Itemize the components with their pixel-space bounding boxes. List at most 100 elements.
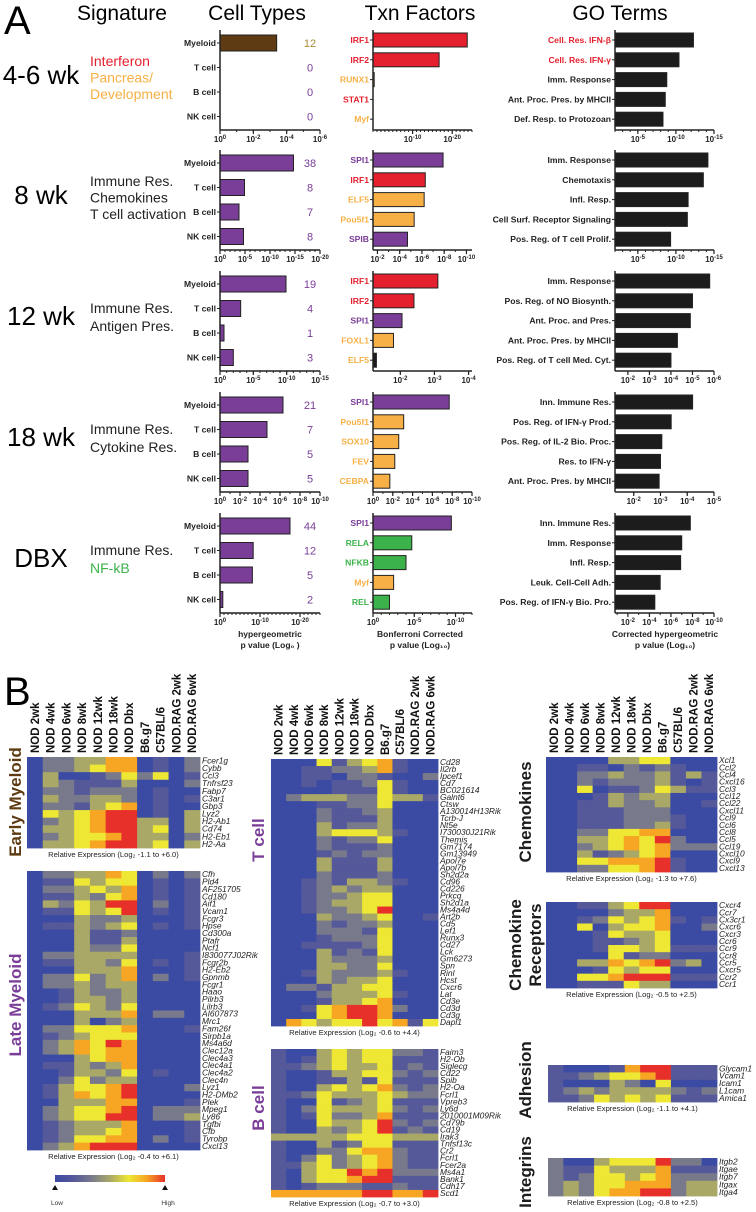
heatmap-cell — [152, 1032, 169, 1041]
heatmap-cell — [655, 1072, 672, 1081]
heatmap-cell — [271, 1011, 287, 1020]
heatmap-cell — [137, 915, 154, 923]
gene-label: Aif1 — [201, 899, 216, 909]
x-tick-label: 100 — [214, 497, 227, 506]
heatmap-cell — [89, 1003, 107, 1011]
heatmap-cell — [701, 1087, 718, 1095]
category-label: RUNX1 — [340, 75, 369, 85]
heatmap-cell — [184, 900, 201, 909]
heatmap-cell — [578, 1188, 595, 1197]
heatmap-cell — [592, 778, 609, 787]
heatmap-cell — [654, 843, 671, 851]
bar — [372, 453, 396, 469]
heatmap-cell — [184, 1003, 201, 1011]
heatmap-cell — [623, 771, 640, 779]
heatmap-cell — [362, 829, 378, 837]
heatmap-cell — [546, 843, 562, 851]
heatmap-cell — [286, 1175, 302, 1184]
heatmap-cell — [286, 955, 302, 964]
bar — [372, 52, 440, 68]
heatmap-cell — [168, 1017, 185, 1026]
heatmap-cell — [74, 900, 91, 909]
heatmap-cell — [286, 1154, 302, 1163]
heatmap-cell — [654, 980, 671, 989]
heatmap-cell — [701, 952, 718, 960]
heatmap-cell — [331, 822, 348, 830]
heatmap-cell — [377, 885, 393, 893]
gene-label: Plek — [202, 1097, 219, 1107]
heatmap-cell — [608, 778, 625, 787]
heatmap-cell — [271, 1189, 287, 1198]
heatmap-cell — [286, 948, 302, 957]
heatmap-cell — [316, 906, 333, 914]
heatmap-cell — [316, 920, 333, 929]
heatmap-cell — [121, 794, 138, 803]
x-tick-label: 10-10 — [458, 255, 476, 264]
bar — [219, 445, 249, 463]
heatmap-cell — [407, 878, 424, 886]
heatmap-cell — [286, 857, 302, 865]
heatmap-cell — [152, 1017, 169, 1026]
heatmap-cell — [271, 885, 287, 893]
heatmap-cell — [74, 951, 91, 960]
heatmap-cell — [301, 1056, 317, 1064]
heatmap-cell — [58, 832, 75, 841]
heatmap-cell — [316, 913, 333, 922]
category-label: NK cell — [187, 112, 216, 122]
heatmap-cell — [623, 952, 640, 960]
heatmap-cell — [121, 764, 138, 773]
heatmap-cell — [152, 802, 169, 811]
heatmap-cell — [331, 1084, 348, 1092]
bar — [614, 192, 689, 208]
heatmap-cell — [592, 937, 609, 946]
heatmap-cell — [168, 1054, 185, 1063]
heatmap-cell — [184, 1054, 201, 1063]
heatmap-cell — [286, 822, 302, 830]
heatmap-cell — [74, 1061, 91, 1070]
heatmap-cell — [609, 1094, 626, 1103]
heatmap-cell — [105, 1127, 122, 1136]
heatmap-cell — [316, 780, 333, 788]
heatmap-cell — [58, 787, 75, 796]
heatmap-cell — [592, 980, 609, 989]
heatmap-cell — [137, 885, 154, 894]
heatmap-cell — [346, 1091, 363, 1099]
heatmap-cell — [184, 764, 201, 773]
category-label: B cell — [193, 449, 216, 459]
heatmap-cell — [362, 808, 378, 816]
heatmap-cell — [561, 857, 578, 866]
category-label: Pos. Reg. of T cell Prolif. — [510, 234, 611, 244]
heatmap-cell — [168, 779, 185, 788]
heatmap-cell — [58, 995, 75, 1004]
heatmap-cell — [121, 840, 138, 849]
heatmap-cell — [654, 850, 671, 859]
gene-label: Cxcr4 — [719, 900, 741, 910]
heatmap-cell — [42, 995, 59, 1004]
heatmap-cell — [362, 1126, 378, 1134]
heatmap-cell — [577, 945, 594, 953]
heatmap-cell — [670, 1079, 687, 1088]
heatmap-cell — [639, 785, 656, 794]
bar — [372, 332, 394, 348]
heatmap-cell — [546, 764, 562, 772]
heatmap-cell — [577, 930, 594, 939]
heatmap-cell — [392, 1105, 409, 1113]
bar — [614, 332, 678, 348]
header-signature: Signature — [77, 2, 167, 25]
column-header: NOD.RAG 6wk — [425, 675, 437, 755]
gene-label: Cd3g — [440, 1010, 460, 1020]
heatmap-cell — [592, 764, 609, 772]
heatmap-cell — [74, 966, 91, 975]
heatmap-cell — [89, 832, 107, 841]
heatmap-cell — [121, 1105, 138, 1114]
heatmap-cell — [362, 941, 378, 950]
heatmap-cell — [377, 1175, 393, 1184]
heatmap-cell — [546, 930, 562, 939]
heatmap-cell — [286, 836, 302, 844]
gene-label: Ly86 — [202, 1112, 220, 1122]
heatmap-cell — [74, 1025, 91, 1033]
heatmap-cell — [42, 764, 59, 773]
heatmap-cell — [121, 802, 138, 811]
heatmap-cell — [422, 1189, 439, 1198]
heatmap-cell — [121, 1076, 138, 1085]
